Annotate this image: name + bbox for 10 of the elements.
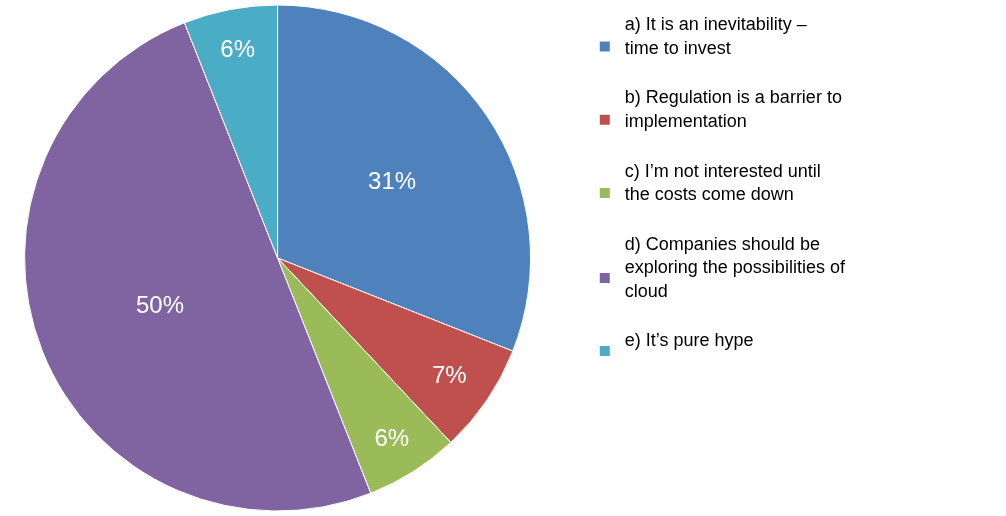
data-label: 7% [432, 361, 467, 389]
legend-label: e) It’s pure hype [624, 330, 754, 351]
data-label: 50% [135, 291, 184, 319]
data-label: 6% [220, 35, 255, 63]
data-label: 6% [374, 424, 410, 452]
legend-label: d) Companies should be exploring the possibilities of cloud [624, 233, 846, 301]
legend-label: b) Regulation is a barrier to implementation [624, 87, 842, 131]
data-label: 31% [368, 166, 417, 194]
legend-label: c) I’m not interested until the costs come down [624, 160, 821, 205]
legend-label: a) It is an inevitability – time to invest [624, 14, 807, 58]
